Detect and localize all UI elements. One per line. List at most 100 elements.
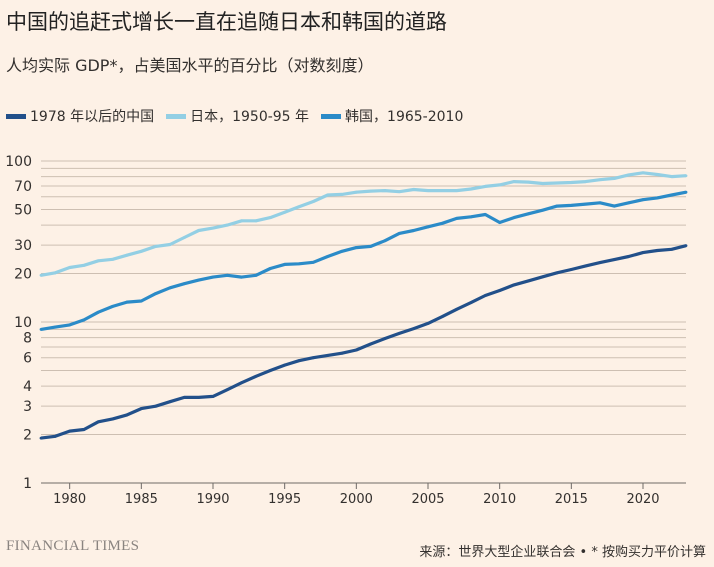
- data-point-korea: [541, 208, 545, 212]
- data-point-china: [541, 275, 545, 279]
- data-point-china: [139, 407, 143, 410]
- data-point-japan: [684, 174, 688, 178]
- legend-label-china: 1978 年以后的中国: [30, 109, 155, 125]
- data-point-japan: [483, 185, 487, 188]
- source-note: 来源：世界大型企业联合会 • * 按购买力平价计算: [419, 545, 706, 560]
- legend-swatch-china: [6, 113, 26, 119]
- y-tick-label: 10: [14, 315, 32, 331]
- data-point-korea: [326, 255, 330, 258]
- y-tick-label: 2: [23, 428, 32, 444]
- data-point-china: [254, 374, 258, 378]
- data-point-china: [197, 396, 201, 399]
- data-point-japan: [326, 193, 330, 197]
- y-tick-label: 20: [14, 267, 32, 283]
- data-point-china: [297, 359, 301, 363]
- data-point-japan: [139, 249, 143, 253]
- data-point-china: [240, 381, 244, 385]
- data-point-korea: [397, 232, 401, 235]
- series-line-china: [40, 244, 687, 440]
- data-point-korea: [53, 325, 57, 329]
- legend-label-japan: 日本，1950-95 年: [190, 109, 310, 125]
- data-point-korea: [354, 246, 358, 249]
- data-point-china: [225, 388, 229, 392]
- data-point-korea: [555, 204, 559, 208]
- x-tick-label: 2020: [626, 492, 659, 507]
- x-tick-label: 2015: [555, 492, 588, 507]
- data-point-korea: [440, 221, 444, 225]
- data-point-korea: [197, 278, 201, 282]
- data-point-japan: [96, 259, 100, 263]
- data-point-china: [383, 337, 387, 340]
- data-point-china: [455, 307, 459, 311]
- data-point-korea: [225, 273, 229, 277]
- data-point-korea: [268, 267, 272, 270]
- ft-logo: FINANCIAL TIMES: [6, 538, 140, 554]
- data-point-japan: [555, 181, 559, 185]
- data-point-japan: [383, 189, 387, 192]
- data-point-china: [498, 289, 502, 292]
- series-line-japan: [40, 171, 687, 277]
- data-point-korea: [240, 275, 244, 279]
- data-point-japan: [111, 257, 115, 261]
- data-point-china: [211, 395, 215, 398]
- legend-label-korea: 韩国，1965-2010: [345, 109, 464, 125]
- data-point-korea: [182, 282, 186, 286]
- data-point-china: [354, 348, 358, 352]
- data-point-japan: [53, 271, 57, 275]
- data-point-china: [283, 363, 287, 367]
- data-point-japan: [598, 178, 602, 182]
- legend: 1978 年以后的中国 日本，1950-95 年 韩国，1965-2010: [6, 106, 463, 126]
- data-point-china: [111, 417, 115, 421]
- data-point-japan: [297, 205, 301, 209]
- data-point-korea: [369, 244, 373, 248]
- data-point-korea: [483, 213, 487, 216]
- data-point-japan: [369, 189, 373, 193]
- data-point-japan: [397, 190, 401, 194]
- x-tick-label: 1995: [268, 492, 301, 507]
- data-point-japan: [240, 219, 244, 223]
- data-point-china: [584, 264, 588, 268]
- x-tick-label: 1980: [53, 492, 86, 507]
- data-point-japan: [670, 175, 674, 179]
- data-point-china: [469, 301, 473, 304]
- data-point-japan: [354, 190, 358, 194]
- legend-item-japan: 日本，1950-95 年: [166, 106, 309, 126]
- data-point-china: [569, 268, 573, 271]
- data-point-japan: [498, 183, 502, 187]
- data-point-japan: [627, 173, 631, 177]
- data-point-japan: [283, 210, 287, 214]
- data-point-korea: [39, 327, 43, 331]
- data-point-korea: [598, 201, 602, 205]
- data-point-korea: [383, 239, 387, 243]
- data-point-china: [340, 351, 344, 355]
- data-point-korea: [469, 215, 473, 219]
- data-point-korea: [526, 212, 530, 216]
- data-point-korea: [283, 262, 287, 266]
- data-point-china: [655, 249, 659, 252]
- data-point-korea: [412, 229, 416, 232]
- data-point-china: [326, 354, 330, 357]
- data-point-japan: [82, 263, 86, 267]
- data-point-china: [369, 342, 373, 346]
- data-point-korea: [569, 203, 573, 207]
- data-point-china: [412, 327, 416, 330]
- data-point-japan: [125, 253, 129, 257]
- data-point-japan: [197, 229, 201, 232]
- data-point-japan: [39, 273, 43, 277]
- legend-swatch-japan: [166, 113, 187, 119]
- data-point-japan: [655, 173, 659, 176]
- data-point-japan: [254, 219, 258, 223]
- y-tick-label: 6: [23, 351, 32, 367]
- x-tick-label: 1985: [125, 492, 158, 507]
- data-point-china: [82, 428, 86, 431]
- data-point-japan: [68, 266, 72, 269]
- data-point-japan: [440, 189, 444, 192]
- data-point-china: [684, 244, 688, 248]
- data-point-china: [440, 315, 444, 319]
- y-tick-label: 30: [14, 238, 32, 254]
- data-point-japan: [426, 189, 430, 192]
- data-point-korea: [670, 193, 674, 197]
- data-point-korea: [168, 286, 172, 290]
- y-tick-label: 4: [23, 379, 32, 395]
